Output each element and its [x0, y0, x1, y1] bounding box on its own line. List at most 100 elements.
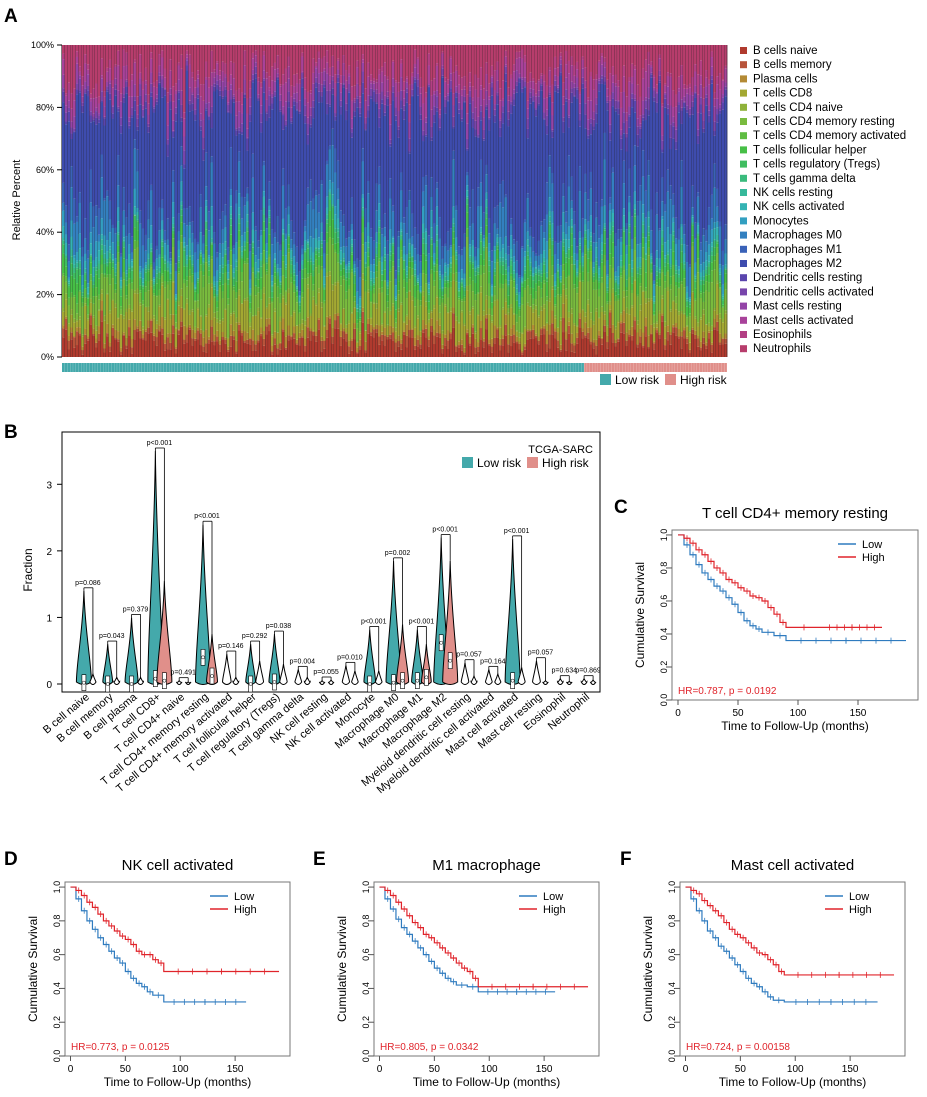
stacked-bar-segment [545, 125, 549, 135]
stacked-bar-segment [378, 293, 382, 326]
stacked-bar-segment [207, 116, 211, 121]
stacked-bar-segment [556, 87, 560, 90]
stacked-bar-segment [314, 238, 318, 248]
stacked-bar-segment [339, 100, 343, 107]
stacked-bar-segment [163, 254, 167, 260]
stacked-bar-segment [361, 232, 365, 245]
stacked-bar-segment [215, 296, 220, 302]
stacked-bar-segment [413, 45, 417, 50]
stacked-bar-segment [378, 258, 382, 262]
stacked-bar-segment [520, 333, 525, 351]
stacked-bar-segment [149, 251, 154, 253]
stacked-bar-segment [163, 281, 167, 288]
stacked-bar-segment [584, 335, 588, 338]
stacked-bar-segment [185, 303, 189, 328]
stacked-bar-segment [647, 211, 651, 218]
stacked-bar-segment [597, 280, 601, 283]
stacked-bar-segment [468, 86, 472, 91]
stacked-bar-segment [130, 252, 134, 260]
stacked-bar-segment [317, 73, 321, 84]
stacked-bar-segment [171, 247, 176, 282]
stacked-bar-segment [323, 84, 327, 88]
stacked-bar-segment [243, 93, 247, 95]
stacked-bar-segment [312, 261, 316, 265]
stacked-bar-segment [229, 313, 233, 316]
stacked-bar-segment [647, 51, 651, 65]
stacked-bar-segment [235, 190, 239, 204]
stacked-bar-segment [512, 93, 516, 100]
stacked-bar-segment [89, 302, 93, 314]
stacked-bar-segment [504, 324, 508, 336]
stacked-bar-segment [639, 243, 643, 258]
stacked-bar-segment [617, 320, 621, 323]
stacked-bar-segment [364, 263, 368, 268]
stacked-bar-segment [419, 291, 423, 293]
stacked-bar-segment [122, 237, 126, 241]
stacked-bar-segment [485, 192, 489, 200]
stacked-bar-segment [487, 314, 492, 340]
stacked-bar-segment [391, 211, 395, 237]
stacked-bar-segment [419, 300, 423, 306]
stacked-bar-segment [471, 262, 475, 265]
stacked-bar-segment [611, 45, 615, 67]
stacked-bar-segment [116, 90, 121, 107]
stacked-bar-segment [518, 341, 522, 344]
stacked-bar-segment [567, 155, 571, 187]
stacked-bar-segment [191, 273, 195, 276]
stacked-bar-segment [592, 242, 596, 263]
stacked-bar-segment [625, 223, 629, 230]
stacked-bar-segment [485, 106, 489, 110]
stacked-bar-segment [166, 337, 170, 350]
stacked-bar-segment [259, 261, 263, 267]
stacked-bar-segment [114, 258, 118, 265]
stacked-bar-segment [542, 261, 547, 265]
stacked-bar-segment [141, 286, 145, 289]
stacked-bar-segment [380, 228, 384, 235]
stacked-bar-segment [542, 334, 547, 357]
stacked-bar-segment [369, 45, 373, 75]
stacked-bar-segment [116, 241, 121, 246]
stacked-bar-segment [70, 93, 74, 109]
stacked-bar-segment [268, 234, 272, 255]
stacked-bar-segment [229, 324, 233, 336]
stacked-bar-segment [515, 314, 519, 323]
stacked-bar-segment [152, 112, 156, 263]
stacked-bar-segment [193, 326, 198, 331]
stacked-bar-segment [551, 275, 555, 287]
stacked-bar-segment [306, 242, 310, 245]
stacked-bar-segment [474, 294, 478, 301]
stacked-bar-segment [617, 322, 621, 339]
stacked-bar-segment [504, 194, 508, 198]
stacked-bar-segment [199, 315, 203, 317]
stacked-bar-segment [224, 73, 228, 78]
stacked-bar-segment [114, 339, 118, 357]
stacked-bar-segment [262, 55, 266, 71]
stacked-bar-segment [537, 240, 541, 256]
stacked-bar-segment [323, 300, 327, 304]
stacked-bar-segment [419, 305, 423, 331]
stacked-bar-segment [158, 45, 162, 55]
stacked-bar-segment [78, 45, 82, 67]
stacked-bar-segment [64, 93, 68, 96]
stacked-bar-segment [369, 228, 373, 238]
stacked-bar-segment [177, 249, 181, 257]
stacked-bar-segment [273, 259, 277, 263]
stacked-bar-segment [540, 282, 544, 289]
stacked-bar-segment [446, 349, 450, 357]
stacked-bar-segment [295, 288, 299, 291]
stacked-bar-segment [520, 354, 525, 357]
stacked-bar-segment [64, 281, 68, 294]
stacked-bar-segment [188, 327, 192, 330]
stacked-bar-segment [614, 246, 618, 272]
stacked-bar-segment [235, 281, 239, 292]
stacked-bar-segment [78, 90, 82, 93]
stacked-bar-segment [265, 263, 269, 270]
stacked-bar-segment [419, 330, 423, 332]
stacked-bar-segment [317, 319, 321, 330]
stacked-bar-segment [584, 219, 588, 225]
stacked-bar-segment [213, 294, 217, 297]
stacked-bar-segment [589, 45, 593, 72]
stacked-bar-segment [218, 45, 222, 71]
stacked-bar-segment [410, 76, 415, 85]
stacked-bar-segment [589, 188, 593, 216]
